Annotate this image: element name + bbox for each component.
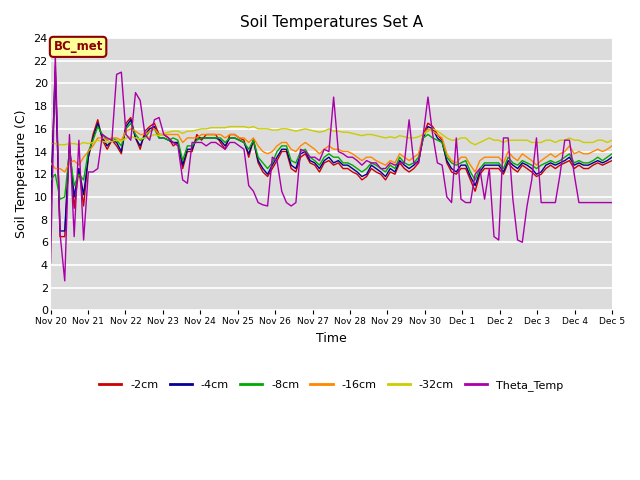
-8cm: [500, 166, 508, 171]
-32cm: [170, 128, 177, 134]
-16cm: [367, 155, 375, 160]
Y-axis label: Soil Temperature (C): Soil Temperature (C): [15, 110, 28, 239]
-16cm: [608, 143, 616, 149]
Theta_Temp: [61, 278, 68, 284]
-32cm: [56, 142, 64, 148]
-8cm: [207, 135, 215, 141]
-32cm: [202, 126, 210, 132]
Theta_Temp: [47, 260, 54, 265]
-8cm: [47, 177, 54, 183]
Line: -8cm: -8cm: [51, 123, 612, 199]
-2cm: [207, 132, 215, 137]
-32cm: [598, 137, 606, 143]
-2cm: [47, 211, 54, 217]
-2cm: [56, 234, 64, 240]
-32cm: [367, 132, 375, 137]
-2cm: [608, 158, 616, 164]
Line: -2cm: -2cm: [51, 66, 612, 237]
-2cm: [367, 166, 375, 171]
-16cm: [598, 149, 606, 155]
-16cm: [500, 160, 508, 166]
Line: -32cm: -32cm: [51, 127, 612, 145]
Theta_Temp: [608, 200, 616, 205]
-4cm: [608, 155, 616, 160]
Title: Soil Temperatures Set A: Soil Temperatures Set A: [240, 15, 423, 30]
-8cm: [367, 160, 375, 166]
-32cm: [226, 124, 234, 130]
-4cm: [51, 69, 59, 75]
-4cm: [47, 200, 54, 205]
-4cm: [56, 228, 64, 234]
X-axis label: Time: Time: [316, 332, 347, 345]
-2cm: [598, 162, 606, 168]
-4cm: [207, 135, 215, 141]
Line: -4cm: -4cm: [51, 72, 612, 231]
-16cm: [127, 126, 134, 132]
-4cm: [500, 169, 508, 175]
-16cm: [207, 132, 215, 137]
Theta_Temp: [500, 135, 508, 141]
-8cm: [598, 158, 606, 164]
-2cm: [443, 160, 451, 166]
-16cm: [61, 169, 68, 175]
-4cm: [174, 140, 182, 145]
-32cm: [47, 141, 54, 146]
-32cm: [500, 140, 508, 145]
-16cm: [443, 151, 451, 156]
Theta_Temp: [51, 52, 59, 58]
Line: Theta_Temp: Theta_Temp: [51, 55, 612, 281]
Text: BC_met: BC_met: [53, 40, 103, 53]
-8cm: [127, 120, 134, 126]
-4cm: [367, 162, 375, 168]
-16cm: [174, 132, 182, 137]
-4cm: [443, 158, 451, 164]
Theta_Temp: [174, 143, 182, 149]
-32cm: [608, 137, 616, 143]
-8cm: [443, 155, 451, 160]
-2cm: [500, 171, 508, 177]
Line: -16cm: -16cm: [51, 129, 612, 172]
-2cm: [174, 140, 182, 145]
-4cm: [598, 160, 606, 166]
Theta_Temp: [207, 140, 215, 145]
-2cm: [51, 63, 59, 69]
-16cm: [47, 160, 54, 166]
Legend: -2cm, -4cm, -8cm, -16cm, -32cm, Theta_Temp: -2cm, -4cm, -8cm, -16cm, -32cm, Theta_Te…: [95, 376, 568, 396]
Theta_Temp: [367, 160, 375, 166]
-32cm: [443, 135, 451, 141]
-8cm: [56, 196, 64, 202]
-8cm: [608, 151, 616, 156]
Theta_Temp: [443, 194, 451, 200]
-8cm: [174, 137, 182, 143]
Theta_Temp: [598, 200, 606, 205]
